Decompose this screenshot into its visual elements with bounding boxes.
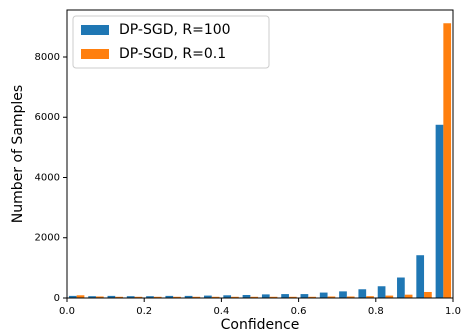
bar (346, 296, 355, 298)
legend-box (72, 15, 270, 69)
bar (308, 296, 316, 298)
bar (339, 291, 347, 298)
bar (319, 292, 328, 298)
y-axis-label: Number of Samples (10, 85, 26, 223)
x-tick-label: 0.2 (136, 306, 152, 317)
y-tick-label: 4000 (35, 172, 60, 183)
bar (242, 294, 251, 298)
bar (443, 23, 452, 299)
bar (68, 295, 77, 298)
bar (184, 295, 193, 298)
bar (165, 295, 174, 298)
bar (288, 296, 297, 298)
x-tick-label: 0.6 (291, 306, 307, 317)
y-tick-label: 2000 (35, 233, 60, 244)
bar (146, 296, 154, 298)
bar (377, 286, 386, 298)
legend-swatch (81, 25, 109, 35)
x-axis-label: Confidence (221, 317, 300, 333)
bar (231, 296, 239, 298)
bar (269, 296, 278, 298)
bar (211, 296, 220, 298)
y-tick-label: 6000 (35, 112, 60, 123)
bar (153, 296, 162, 298)
bar (385, 295, 394, 298)
bar (95, 296, 104, 298)
bar (107, 295, 116, 298)
bar (223, 295, 232, 298)
legend-label: DP-SGD, R=0.1 (119, 46, 226, 62)
plot-frame (66, 9, 454, 299)
bar (416, 255, 425, 298)
bar (88, 296, 96, 298)
x-tick-label: 0.4 (213, 306, 229, 317)
bar (204, 295, 212, 298)
x-tick-label: 0.0 (59, 306, 75, 317)
x-tick-label: 1.0 (445, 306, 461, 317)
bar (261, 294, 270, 298)
bar (397, 277, 405, 298)
legend-label: DP-SGD, R=100 (119, 22, 231, 38)
y-tick-label: 0 (54, 293, 60, 304)
bar (435, 124, 444, 298)
y-tick-label: 8000 (35, 52, 60, 63)
bar (126, 296, 135, 298)
bar (327, 296, 336, 298)
bar (424, 291, 432, 298)
bar (115, 296, 123, 298)
bar (76, 295, 85, 298)
legend-swatch (81, 49, 109, 59)
bar (404, 294, 413, 298)
bar (358, 289, 367, 298)
bar (250, 296, 259, 298)
bar (300, 294, 309, 298)
x-tick-label: 0.8 (368, 306, 384, 317)
bar (173, 296, 181, 298)
bar (281, 294, 289, 298)
bar (366, 296, 374, 298)
bar (192, 296, 201, 298)
bar (134, 296, 143, 298)
